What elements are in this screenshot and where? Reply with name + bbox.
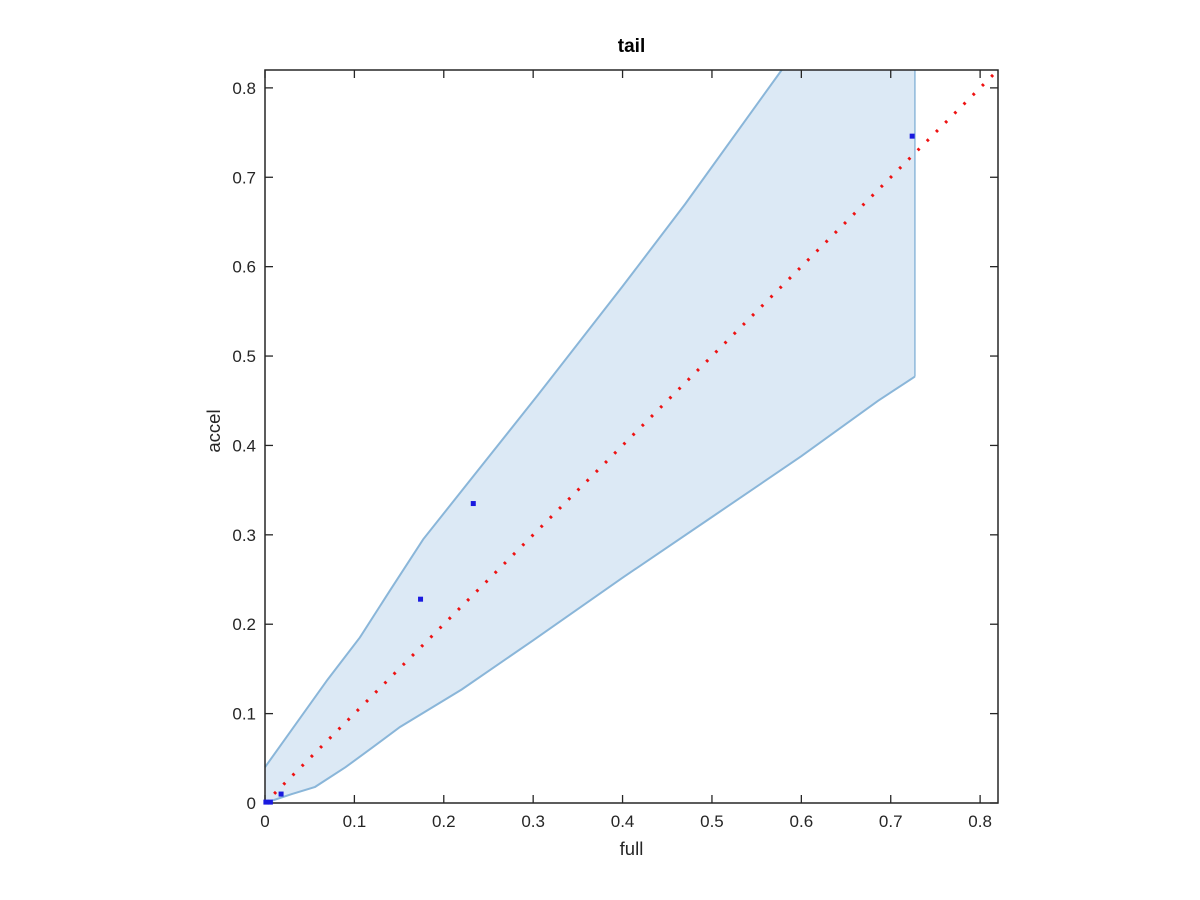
y-tick-label: 0.1: [232, 705, 256, 724]
y-axis-label: accel: [203, 409, 224, 453]
x-tick-label: 0.4: [611, 812, 635, 831]
confidence-band-lower-edge: [264, 375, 916, 804]
data-point-marker: [263, 799, 269, 805]
y-tick-label: 0.3: [232, 526, 256, 545]
y-tick-label: 0.7: [232, 168, 256, 187]
data-point-marker: [278, 791, 284, 797]
chart-title: tail: [617, 36, 646, 57]
x-tick-label: 0.7: [879, 812, 903, 831]
confidence-band-fill: [265, 70, 915, 803]
x-tick-label: 0.6: [790, 812, 814, 831]
x-tick-label: 0.5: [700, 812, 724, 831]
data-point-marker: [418, 596, 424, 602]
confidence-band: [264, 69, 916, 804]
data-points: [263, 133, 915, 805]
x-tick-label: 0: [260, 812, 269, 831]
data-point-marker: [267, 799, 273, 805]
y-tick-label: 0.8: [232, 79, 256, 98]
x-tick-label: 0.8: [968, 812, 992, 831]
data-point-marker: [470, 501, 476, 507]
axes-box: [264, 69, 999, 804]
y-tick-label: 0.2: [232, 615, 256, 634]
axes: 0 0.1 0.2 0.3 0.4 0.5 0.6 0.7 0.8 0 0.1 0.2 0.3 0.4 0.…: [232, 69, 999, 831]
y-tick-label: 0.5: [232, 347, 256, 366]
y-tick-label: 0.6: [232, 258, 256, 277]
x-tick-label: 0.3: [521, 812, 545, 831]
x-tick-label: 0.1: [343, 812, 367, 831]
x-tick-label: 0.2: [432, 812, 456, 831]
y-tick-label: 0: [247, 794, 256, 813]
confidence-band-upper-edge: [264, 69, 783, 768]
x-axis-label: full: [619, 838, 644, 859]
y-tick-label: 0.4: [232, 436, 256, 455]
data-point-marker: [909, 133, 915, 139]
